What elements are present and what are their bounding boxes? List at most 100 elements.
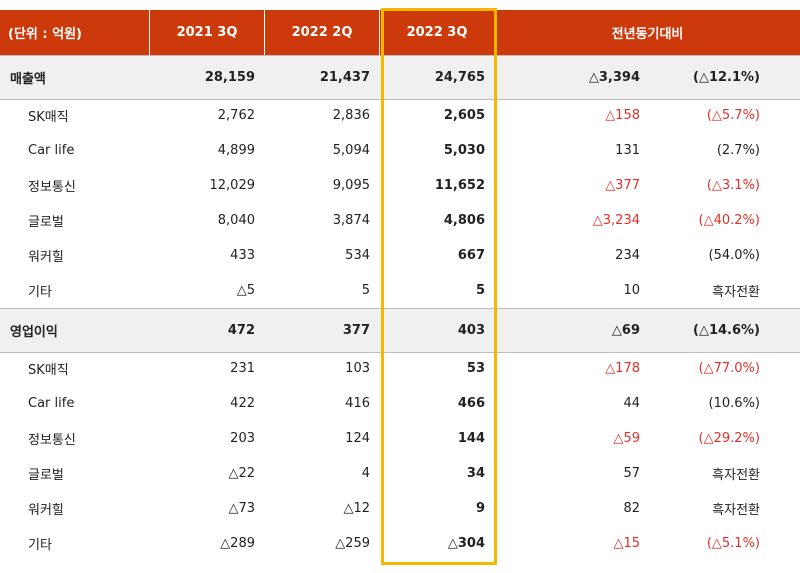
value-cell: 103	[345, 361, 370, 376]
value-cell: (△77.0%)	[698, 361, 760, 376]
item-row: 글로벌 △22 4 34 57 흑자전환	[0, 456, 800, 491]
value-cell: △22	[228, 466, 255, 481]
value-cell: △3,234	[592, 213, 640, 228]
value-cell: 433	[230, 248, 255, 263]
value-cell: 203	[230, 431, 255, 446]
item-row: 글로벌 8,040 3,874 4,806 △3,234 (△40.2%)	[0, 203, 800, 238]
value-cell: 466	[457, 396, 485, 411]
value-cell: 144	[457, 431, 485, 446]
value-cell: 234	[615, 248, 640, 263]
value-cell: (△5.7%)	[706, 108, 760, 123]
value-cell: 24,765	[434, 70, 485, 85]
row-label: 글로벌	[28, 215, 64, 230]
value-cell: 9	[475, 501, 485, 516]
value-cell: 44	[623, 396, 640, 411]
value-cell: 3,874	[332, 213, 370, 228]
value-cell: 5,094	[332, 143, 370, 158]
value-cell: (△12.1%)	[693, 70, 760, 85]
value-cell: 28,159	[204, 70, 255, 85]
value-cell: 667	[457, 248, 485, 263]
value-cell: 흑자전환	[712, 503, 760, 518]
total-row: 영업이익 472 377 403 △69 (△14.6%)	[0, 308, 800, 353]
value-cell: 12,029	[209, 178, 256, 193]
value-cell: △5	[236, 283, 255, 298]
value-cell: 5,030	[443, 143, 485, 158]
row-label: 정보통신	[28, 180, 76, 195]
value-cell: △3,394	[588, 70, 640, 85]
row-label: 워커힐	[28, 250, 64, 265]
item-row: 정보통신 203 124 144 △59 (△29.2%)	[0, 421, 800, 456]
value-cell: 9,095	[332, 178, 370, 193]
header-cell: 2022 3Q	[380, 10, 495, 55]
value-cell: 8,040	[217, 213, 255, 228]
value-cell: △69	[611, 323, 640, 338]
value-cell: 흑자전환	[712, 285, 760, 300]
item-row: SK매직 231 103 53 △178 (△77.0%)	[0, 351, 800, 386]
header-row: (단위 : 억원) 2021 3Q 2022 2Q 2022 3Q 전년동기대비	[0, 10, 800, 55]
header-cell: (단위 : 억원)	[0, 10, 150, 55]
value-cell: △377	[605, 178, 640, 193]
value-cell: 472	[227, 323, 255, 338]
value-cell: (△5.1%)	[706, 536, 760, 551]
value-cell: 403	[457, 323, 485, 338]
value-cell: 5	[361, 283, 370, 298]
value-cell: △178	[605, 361, 640, 376]
row-label: 기타	[28, 538, 52, 553]
header-cell: 2021 3Q	[150, 10, 265, 55]
value-cell: 흑자전환	[712, 468, 760, 483]
value-cell: 4	[361, 466, 370, 481]
row-label: SK매직	[28, 110, 69, 125]
value-cell: 131	[615, 143, 640, 158]
value-cell: 2,605	[443, 108, 485, 123]
value-cell: (△29.2%)	[698, 431, 760, 446]
value-cell: 10	[623, 283, 640, 298]
value-cell: 11,652	[434, 178, 485, 193]
row-label: 기타	[28, 285, 52, 300]
value-cell: 4,899	[217, 143, 255, 158]
value-cell: 2,836	[332, 108, 370, 123]
value-cell: 2,762	[217, 108, 255, 123]
item-row: 워커힐 △73 △12 9 82 흑자전환	[0, 491, 800, 526]
value-cell: 534	[345, 248, 370, 263]
row-label: 정보통신	[28, 433, 76, 448]
value-cell: 4,806	[443, 213, 485, 228]
row-label: 워커힐	[28, 503, 64, 518]
value-cell: △158	[605, 108, 640, 123]
item-row: 기타 △5 5 5 10 흑자전환	[0, 273, 800, 308]
value-cell: (△40.2%)	[698, 213, 760, 228]
item-row: SK매직 2,762 2,836 2,605 △158 (△5.7%)	[0, 98, 800, 133]
value-cell: 416	[345, 396, 370, 411]
value-cell: 5	[475, 283, 485, 298]
value-cell: △59	[613, 431, 640, 446]
value-cell: (△14.6%)	[693, 323, 760, 338]
value-cell: 34	[466, 466, 485, 481]
header-cell: 전년동기대비	[611, 27, 684, 42]
item-row: 워커힐 433 534 667 234 (54.0%)	[0, 238, 800, 273]
value-cell: △289	[220, 536, 255, 551]
row-label: Car life	[28, 396, 75, 411]
header-cell: 2022 2Q	[265, 10, 380, 55]
item-row: 정보통신 12,029 9,095 11,652 △377 (△3.1%)	[0, 168, 800, 203]
value-cell: 231	[230, 361, 255, 376]
item-row: Car life 422 416 466 44 (10.6%)	[0, 386, 800, 421]
row-label: 매출액	[10, 72, 46, 87]
value-cell: △259	[335, 536, 370, 551]
row-label: 영업이익	[10, 325, 58, 340]
value-cell: 124	[345, 431, 370, 446]
value-cell: (54.0%)	[708, 248, 760, 263]
value-cell: 422	[230, 396, 255, 411]
value-cell: 53	[466, 361, 485, 376]
value-cell: 82	[623, 501, 640, 516]
row-label: Car life	[28, 143, 75, 158]
row-label: SK매직	[28, 363, 69, 378]
value-cell: △73	[228, 501, 255, 516]
item-row: 기타 △289 △259 △304 △15 (△5.1%)	[0, 526, 800, 561]
row-label: 글로벌	[28, 468, 64, 483]
value-cell: △304	[447, 536, 485, 551]
value-cell: 21,437	[319, 70, 370, 85]
value-cell: △12	[343, 501, 370, 516]
value-cell: 377	[342, 323, 370, 338]
value-cell: △15	[613, 536, 640, 551]
value-cell: (2.7%)	[716, 143, 760, 158]
